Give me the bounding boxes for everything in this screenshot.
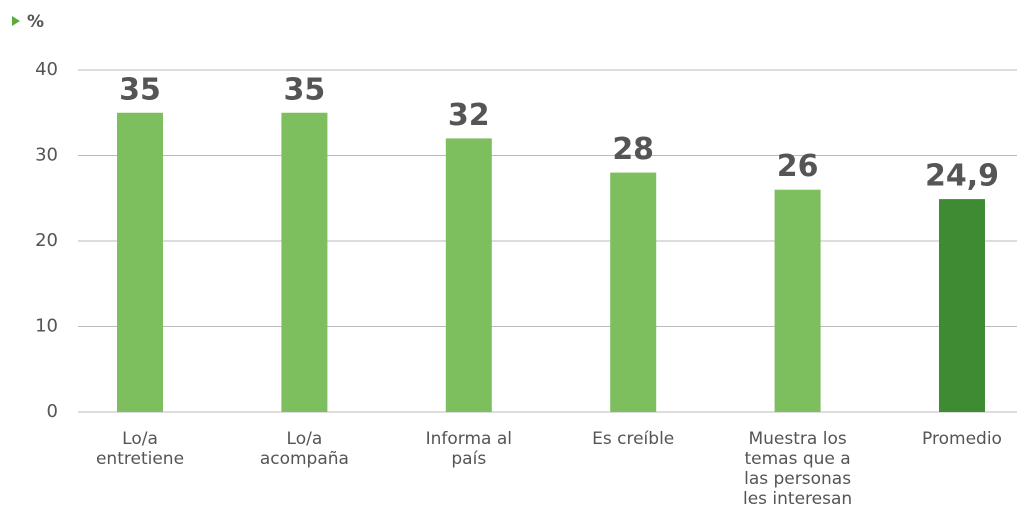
unit-marker (12, 16, 20, 26)
bar (445, 138, 492, 412)
bar (939, 199, 985, 412)
value-label: 26 (777, 149, 819, 184)
bar (281, 112, 328, 412)
y-tick-label: 10 (35, 316, 58, 337)
x-tick-label: Informa al país (425, 429, 512, 469)
x-tick-label: Muestra los temas que a las personas les… (742, 429, 853, 509)
value-label: 35 (119, 72, 161, 107)
unit-label: % (27, 12, 44, 32)
bar (774, 189, 821, 412)
bar (610, 172, 657, 412)
x-tick-label: Es creíble (592, 429, 675, 449)
bar (117, 112, 163, 412)
x-tick-label: Promedio (922, 429, 1002, 449)
value-label: 32 (448, 98, 490, 133)
y-tick-label: 0 (47, 401, 58, 422)
value-label: 35 (284, 72, 326, 107)
x-tick-label: Lo/a entretiene (95, 429, 185, 469)
x-tick-label: Lo/a acompaña (259, 429, 349, 469)
y-tick-label: 40 (35, 59, 58, 80)
y-tick-label: 20 (35, 230, 58, 251)
value-label: 24,9 (925, 159, 999, 194)
y-tick-label: 30 (35, 145, 58, 166)
value-label: 28 (612, 132, 654, 167)
